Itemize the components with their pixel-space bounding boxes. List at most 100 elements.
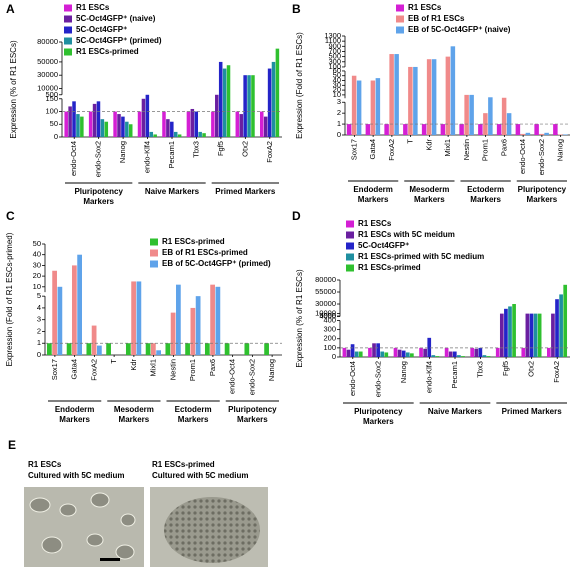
bar bbox=[403, 124, 408, 135]
y-tick-label: 100 bbox=[323, 343, 336, 352]
y-tick-label: 30000 bbox=[37, 70, 58, 79]
group-label: Pluripotency Markers bbox=[228, 405, 277, 424]
legend-label: R1 ESCs bbox=[358, 219, 392, 228]
bar bbox=[380, 351, 385, 357]
bar bbox=[372, 343, 376, 357]
bar bbox=[559, 294, 563, 357]
x-tick-label: endo-Sox2 bbox=[247, 359, 256, 395]
bar bbox=[117, 114, 121, 137]
bar bbox=[512, 304, 516, 357]
legend-label: R1 ESCs bbox=[76, 3, 110, 12]
y-tick-label: 50000 bbox=[37, 57, 58, 66]
bar bbox=[271, 61, 276, 138]
bar bbox=[444, 347, 449, 357]
image-title: R1 ESCs-primed bbox=[152, 460, 215, 469]
x-tick-label: endo-Sox2 bbox=[94, 141, 103, 177]
bar bbox=[68, 106, 72, 137]
legend-label: R1 ESCs-primed bbox=[76, 47, 139, 56]
image-title: R1 ESCs bbox=[28, 460, 62, 469]
group-label: Ectoderm Markers bbox=[174, 405, 212, 424]
bar bbox=[264, 343, 269, 355]
bar bbox=[162, 111, 166, 137]
bar bbox=[177, 134, 182, 137]
bar bbox=[431, 59, 437, 135]
bar bbox=[551, 313, 555, 357]
bar bbox=[86, 343, 92, 355]
y-tick-label: 1300 bbox=[324, 31, 341, 40]
y-tick-label: 4000 bbox=[319, 311, 336, 320]
group-label: Endoderm Markers bbox=[54, 405, 95, 424]
bar bbox=[198, 131, 202, 137]
bar bbox=[426, 59, 432, 135]
bar bbox=[450, 46, 456, 135]
x-tick-label: Prom1 bbox=[188, 359, 197, 381]
x-tick-label: Nanog bbox=[556, 139, 565, 161]
bar bbox=[534, 124, 539, 135]
bar bbox=[405, 352, 410, 357]
legend-label: R1 ESCs with 5C meidum bbox=[358, 230, 455, 239]
bar bbox=[170, 312, 176, 355]
bar bbox=[448, 351, 453, 357]
x-tick-label: Gata4 bbox=[70, 359, 79, 379]
bar bbox=[215, 94, 219, 137]
bar bbox=[474, 348, 479, 357]
y-axis-label: Expression (Fold of R1 ESCs) bbox=[295, 32, 304, 139]
panel-label: A bbox=[6, 2, 15, 16]
bar bbox=[389, 54, 394, 135]
x-tick-label: Fgf5 bbox=[501, 361, 510, 376]
bar bbox=[408, 66, 413, 135]
legend-label: R1 ESCs-primed bbox=[162, 237, 225, 246]
bar bbox=[194, 111, 199, 137]
x-tick-label: Otx2 bbox=[240, 141, 249, 157]
bar bbox=[529, 313, 534, 357]
group-label: Naive Markers bbox=[427, 407, 483, 416]
bar bbox=[452, 351, 457, 357]
panel-label: C bbox=[6, 209, 15, 223]
x-tick-label: Nanog bbox=[267, 359, 276, 381]
bar bbox=[141, 98, 146, 137]
bar bbox=[488, 97, 493, 135]
y-tick-label: 3 bbox=[37, 315, 41, 324]
bar bbox=[210, 284, 215, 355]
bar bbox=[558, 134, 563, 135]
y-tick-label: 100 bbox=[45, 107, 58, 116]
legend-swatch bbox=[396, 4, 404, 12]
bar bbox=[423, 348, 427, 357]
x-tick-label: FoxA2 bbox=[89, 359, 98, 381]
bar bbox=[121, 116, 125, 137]
bar bbox=[66, 343, 72, 355]
legend-swatch bbox=[64, 37, 72, 45]
y-tick-label: 80000 bbox=[315, 275, 336, 284]
bar bbox=[186, 111, 191, 137]
bar bbox=[71, 265, 77, 355]
x-tick-label: endo-Oct4 bbox=[69, 141, 78, 176]
y-axis-label: Expression (% of R1 ESCs) bbox=[9, 40, 18, 139]
bar bbox=[97, 345, 102, 355]
y-tick-label: 400 bbox=[323, 315, 336, 324]
x-tick-label: FoxA2 bbox=[387, 139, 396, 161]
group-label: Primed Markers bbox=[215, 187, 276, 196]
legend-label: R1 ESCs-primed bbox=[358, 263, 421, 272]
bar bbox=[202, 133, 206, 137]
group-label: Pluripotency Markers bbox=[354, 407, 403, 426]
bar bbox=[478, 347, 483, 357]
y-tick-label: 1 bbox=[337, 119, 341, 128]
bar bbox=[358, 351, 363, 357]
bar bbox=[354, 351, 359, 357]
y-tick-label: 50 bbox=[333, 71, 341, 80]
bar bbox=[104, 121, 109, 137]
bar bbox=[125, 121, 129, 137]
x-tick-label: Otx2 bbox=[527, 361, 536, 377]
y-tick-label: 50 bbox=[33, 239, 41, 248]
x-tick-label: Tbx3 bbox=[191, 141, 200, 158]
y-tick-label: 0 bbox=[37, 350, 41, 359]
group-label: Primed Markers bbox=[501, 407, 562, 416]
bar bbox=[547, 347, 551, 357]
bar bbox=[128, 124, 133, 137]
bar bbox=[478, 124, 483, 135]
legend-swatch bbox=[346, 231, 354, 239]
bar bbox=[459, 124, 464, 135]
scale-bar bbox=[100, 558, 120, 561]
